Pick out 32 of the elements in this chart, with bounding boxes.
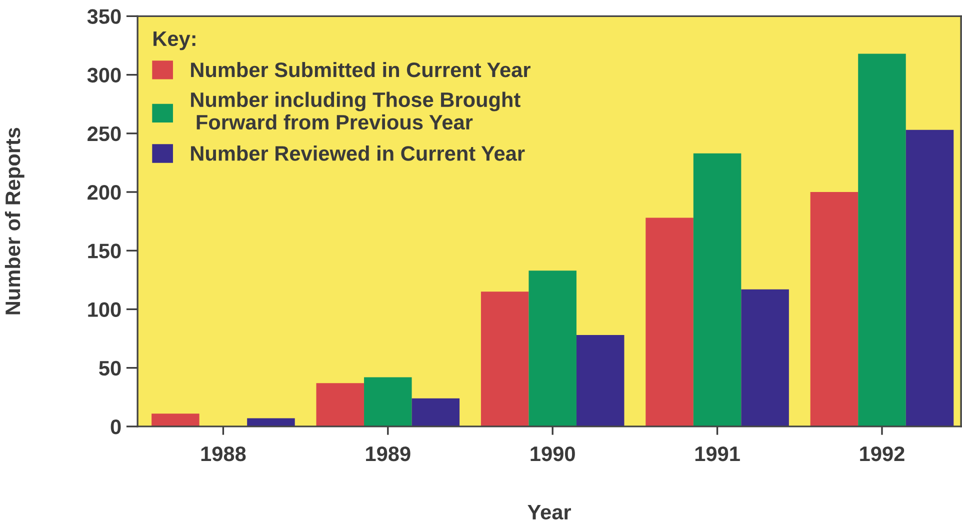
- bar: [810, 192, 858, 426]
- bar: [858, 54, 906, 426]
- y-axis-title: Number of Reports: [4, 128, 24, 314]
- x-tick-label: 1992: [860, 446, 904, 462]
- x-axis-title: Year: [528, 504, 572, 520]
- bar: [693, 153, 742, 426]
- bar: [152, 414, 200, 426]
- bar: [364, 377, 412, 426]
- x-tick-label: 1990: [530, 446, 575, 462]
- y-tick-label: 350: [87, 9, 121, 24]
- bar: [412, 398, 460, 426]
- legend-label: Number including Those Brought Forward from Previous Year: [191, 92, 520, 130]
- x-tick-label: 1991: [695, 446, 740, 462]
- bar: [480, 292, 529, 426]
- y-tick-label: 50: [99, 360, 121, 376]
- y-tick-label: 200: [88, 185, 121, 200]
- y-tick-label: 250: [88, 126, 121, 142]
- y-tick-label: 0: [110, 419, 121, 434]
- x-tick-label: 1988: [201, 446, 246, 462]
- x-tick-label: 1989: [366, 446, 410, 462]
- legend-label: Number Reviewed in Current Year: [191, 146, 525, 161]
- y-tick-label: 150: [88, 244, 121, 258]
- bar: [741, 289, 789, 426]
- legend-label: Number Submitted in Current Year: [191, 62, 530, 78]
- bar: [316, 383, 364, 426]
- bar: [576, 335, 624, 426]
- legend-title: Key:: [154, 32, 196, 50]
- bar: [528, 270, 576, 426]
- bar: [646, 218, 694, 426]
- y-tick-label: 300: [87, 68, 121, 83]
- y-tick-label: 100: [88, 302, 121, 317]
- bar: [906, 130, 954, 426]
